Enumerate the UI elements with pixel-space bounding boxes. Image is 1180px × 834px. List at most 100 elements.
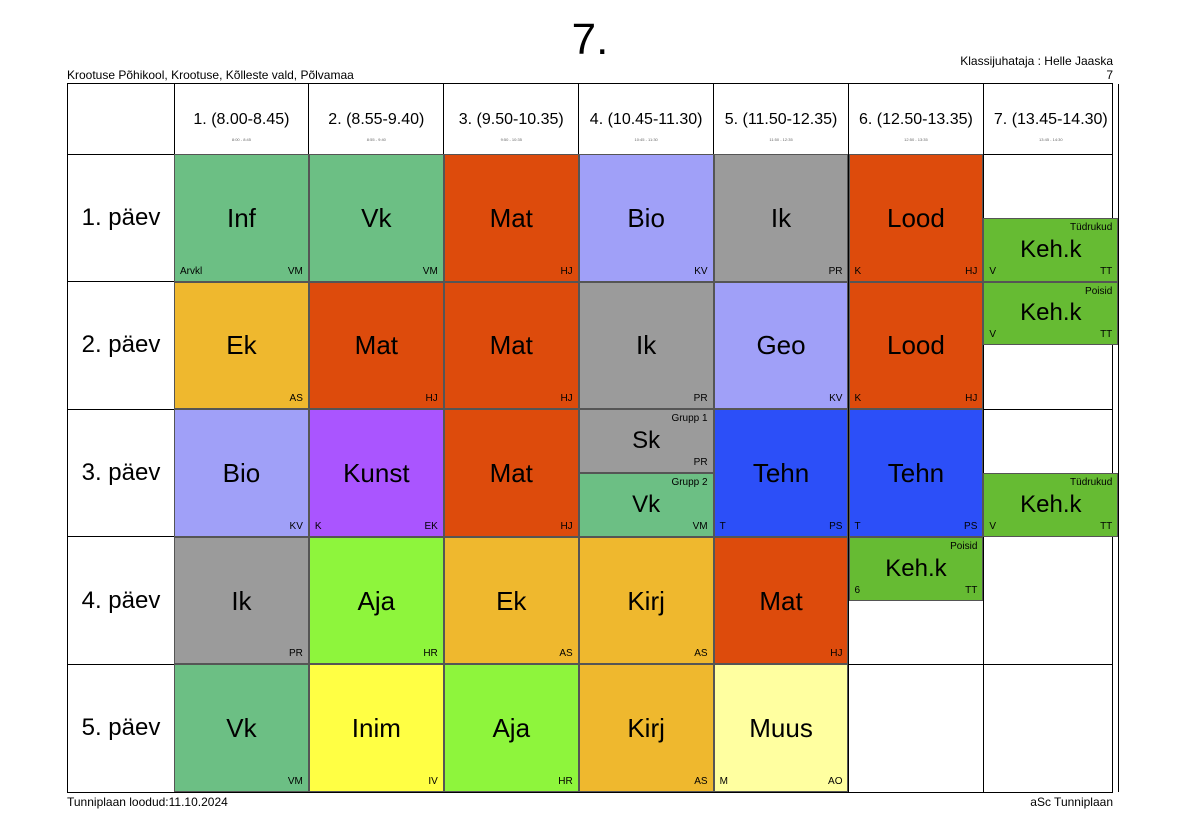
lesson-cell[interactable]: Bio KV (174, 409, 309, 537)
lesson-subject: Kirj (627, 585, 665, 616)
lesson-cell[interactable]: Keh.k TT V Tüdrukud (983, 473, 1119, 537)
lesson-subject: Aja (357, 585, 396, 616)
lesson-subject: Tehn (887, 457, 945, 488)
lesson-teacher: KV (829, 393, 843, 405)
lesson-teacher: AS (559, 648, 573, 660)
lesson-subject: Vk (632, 490, 661, 518)
lesson-subject: Muus (749, 713, 813, 744)
lesson-cell[interactable]: Kunst EK K (308, 409, 444, 537)
lesson-group: Poisid (1085, 285, 1113, 297)
lesson-subject: Keh.k (885, 554, 947, 582)
lesson-cell[interactable]: Keh.k TT 6 Poisid (848, 536, 984, 601)
lesson-cell[interactable]: Keh.k TT V Poisid (983, 281, 1119, 346)
lesson-subject: Inim (351, 713, 401, 744)
lesson-cell[interactable]: Tehn PS T (713, 409, 849, 537)
lesson-subject: Keh.k (1020, 490, 1082, 518)
lesson-cell[interactable]: Tehn PS T (848, 409, 984, 537)
lesson-subject: Mat (489, 330, 533, 361)
lesson-room: V (989, 329, 997, 341)
lesson-cell[interactable]: Aja HR (308, 536, 444, 665)
lesson-teacher: EK (424, 520, 438, 532)
day-label: 2. päev (81, 331, 161, 359)
lesson-teacher: HJ (560, 393, 573, 405)
lesson-teacher: TT (965, 584, 978, 596)
lesson-cell[interactable]: Keh.k TT V Tüdrukud (983, 217, 1119, 282)
lesson-room: 6 (854, 584, 861, 596)
lesson-subject: Lood (887, 202, 945, 233)
lesson-cell[interactable]: Ek AS (174, 281, 309, 410)
lesson-subject: Mat (489, 457, 533, 488)
lesson-teacher: PR (693, 393, 708, 405)
lesson-teacher: HR (423, 648, 438, 660)
lesson-subject: Mat (489, 202, 533, 233)
lesson-teacher: TT (1100, 520, 1113, 532)
lesson-cell[interactable]: Inim IV (308, 664, 444, 792)
period-time: 8:00 - 8:45 (231, 137, 251, 142)
period-header: 1. (8.00-8.45) 8:00 - 8:45 (174, 84, 309, 154)
lesson-subject: Keh.k (1020, 235, 1082, 263)
lesson-cell[interactable]: Mat HJ (443, 154, 579, 282)
class-number: 7 (1106, 68, 1113, 82)
lesson-cell[interactable]: Lood HJ K (848, 154, 984, 282)
lesson-teacher: HJ (425, 393, 438, 405)
lesson-cell[interactable]: Mat HJ (443, 409, 579, 537)
lesson-room: K (314, 520, 322, 532)
lesson-cell[interactable]: Inf VM Arvkl (174, 154, 309, 282)
lesson-room: M (719, 775, 728, 787)
lesson-group: Tüdrukud (1070, 477, 1113, 488)
software-name: aSc Tunniplaan (1030, 795, 1113, 809)
lesson-subject: Sk (632, 427, 661, 455)
lesson-cell[interactable]: Ek AS (443, 536, 579, 665)
lesson-cell[interactable]: Ik PR (174, 536, 309, 665)
period-label: 7. (13.45-14.30) (993, 111, 1108, 128)
lesson-cell[interactable]: Vk VM (308, 154, 444, 282)
lesson-teacher: TT (1100, 265, 1113, 277)
lesson-cell[interactable]: Lood HJ K (848, 281, 984, 410)
created-date: Tunniplaan loodud:11.10.2024 (67, 795, 228, 809)
period-time: 9:50 - 10:35 (500, 137, 522, 142)
lesson-subject: Bio (627, 202, 665, 233)
day-label: 1. päev (81, 203, 161, 231)
lesson-cell[interactable]: Vk VM Grupp 2 (578, 473, 714, 537)
lesson-teacher: AO (828, 775, 843, 787)
grid-line-vertical (1117, 84, 1119, 792)
lesson-teacher: PR (828, 265, 843, 277)
lesson-cell[interactable]: Ik PR (578, 281, 714, 410)
lesson-teacher: PR (288, 648, 303, 660)
lesson-subject: Mat (759, 585, 803, 616)
period-time: 10:45 - 11:30 (634, 137, 658, 142)
lesson-cell[interactable]: Muus AO M (713, 664, 849, 792)
lesson-cell[interactable]: Geo KV (713, 281, 849, 410)
lesson-teacher: PR (693, 456, 708, 468)
lesson-cell[interactable]: Ik PR (713, 154, 849, 282)
lesson-cell[interactable]: Sk PR Grupp 1 (578, 409, 714, 473)
lesson-group: Poisid (950, 540, 978, 552)
lesson-teacher: HR (558, 775, 573, 787)
lesson-subject: Vk (226, 713, 257, 744)
lesson-group: Grupp 1 (671, 413, 708, 425)
lesson-teacher: KV (289, 520, 303, 532)
lesson-room: V (989, 520, 997, 532)
lesson-subject: Ek (226, 330, 257, 361)
class-title: 7. (571, 15, 609, 64)
lesson-room: K (854, 265, 862, 277)
lesson-teacher: AS (694, 648, 708, 660)
lesson-cell[interactable]: Kirj AS (578, 536, 714, 665)
period-label: 1. (8.00-8.45) (193, 111, 290, 128)
period-label: 5. (11.50-12.35) (724, 111, 838, 128)
lesson-cell[interactable]: Aja HR (443, 664, 579, 792)
period-header: 5. (11.50-12.35) 11:50 - 12:35 (714, 84, 849, 154)
lesson-subject: Bio (222, 457, 261, 488)
lesson-teacher: HJ (965, 265, 978, 277)
period-label: 4. (10.45-11.30) (589, 111, 703, 128)
lesson-cell[interactable]: Mat HJ (308, 281, 444, 410)
lesson-subject: Lood (887, 330, 945, 361)
lesson-subject: Kunst (343, 457, 410, 488)
lesson-cell[interactable]: Vk VM (174, 664, 309, 792)
lesson-cell[interactable]: Kirj AS (578, 664, 714, 792)
lesson-group: Tüdrukud (1070, 221, 1113, 233)
lesson-cell[interactable]: Mat HJ (443, 281, 579, 410)
lesson-cell[interactable]: Bio KV (578, 154, 714, 282)
lesson-cell[interactable]: Mat HJ (713, 536, 849, 665)
lesson-room: K (854, 393, 862, 405)
